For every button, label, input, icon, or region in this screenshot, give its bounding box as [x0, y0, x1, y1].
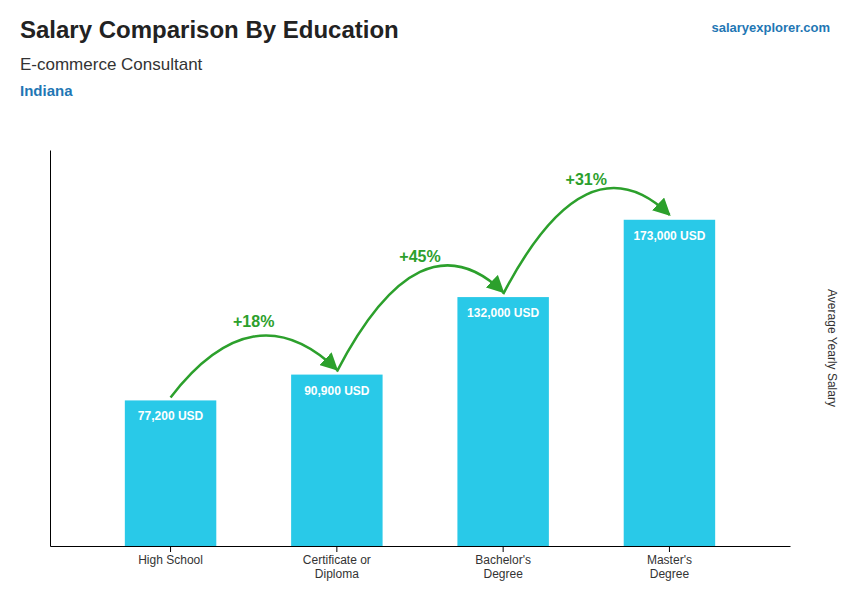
change-arc	[337, 265, 503, 371]
bar	[291, 375, 382, 546]
title: Salary Comparison By Education	[20, 16, 399, 43]
x-tick: High School	[138, 546, 203, 567]
x-tick: Master'sDegree	[647, 546, 692, 581]
x-tick-label: Master'sDegree	[647, 553, 692, 581]
x-tick: Certificate orDiploma	[303, 546, 371, 581]
x-tick-mark	[669, 546, 670, 552]
data-labels: 77,200 USD 90,900 USD 132,000 USD 173,000 U…	[138, 229, 706, 424]
x-axis: High School Certificate orDiploma Bachelor…	[51, 546, 791, 581]
bar	[457, 297, 548, 546]
change-label: +45%	[399, 248, 440, 265]
y-axis-title: Average Yearly Salary	[825, 289, 839, 407]
y-axis-line	[50, 151, 51, 547]
data-label: 90,900 USD	[304, 384, 370, 398]
x-tick-label: Certificate orDiploma	[303, 553, 371, 581]
change-label: +18%	[233, 313, 274, 330]
x-tick-label: Bachelor'sDegree	[475, 553, 531, 581]
x-tick-mark	[503, 546, 504, 552]
location: Indiana	[20, 82, 73, 99]
bar	[624, 220, 715, 546]
x-tick: Bachelor'sDegree	[475, 546, 531, 581]
subtitle: E-commerce Consultant	[20, 55, 203, 74]
bar	[125, 400, 216, 546]
x-tick-label: High School	[138, 553, 203, 567]
x-axis-line	[51, 546, 791, 547]
chart: Salary Comparison By Education salaryexpl…	[0, 0, 850, 606]
data-label: 77,200 USD	[138, 409, 204, 423]
source: salaryexplorer.com	[711, 20, 830, 35]
data-label: 132,000 USD	[467, 306, 539, 320]
x-tick-mark	[170, 546, 171, 552]
data-label: 173,000 USD	[633, 229, 705, 243]
y-axis	[50, 151, 51, 547]
change-label: +31%	[566, 171, 607, 188]
bars	[125, 220, 715, 546]
x-tick-mark	[336, 546, 337, 552]
change-arc	[171, 336, 337, 398]
change-arc	[503, 188, 669, 294]
change-arcs: +18% +45% +31%	[171, 171, 670, 398]
